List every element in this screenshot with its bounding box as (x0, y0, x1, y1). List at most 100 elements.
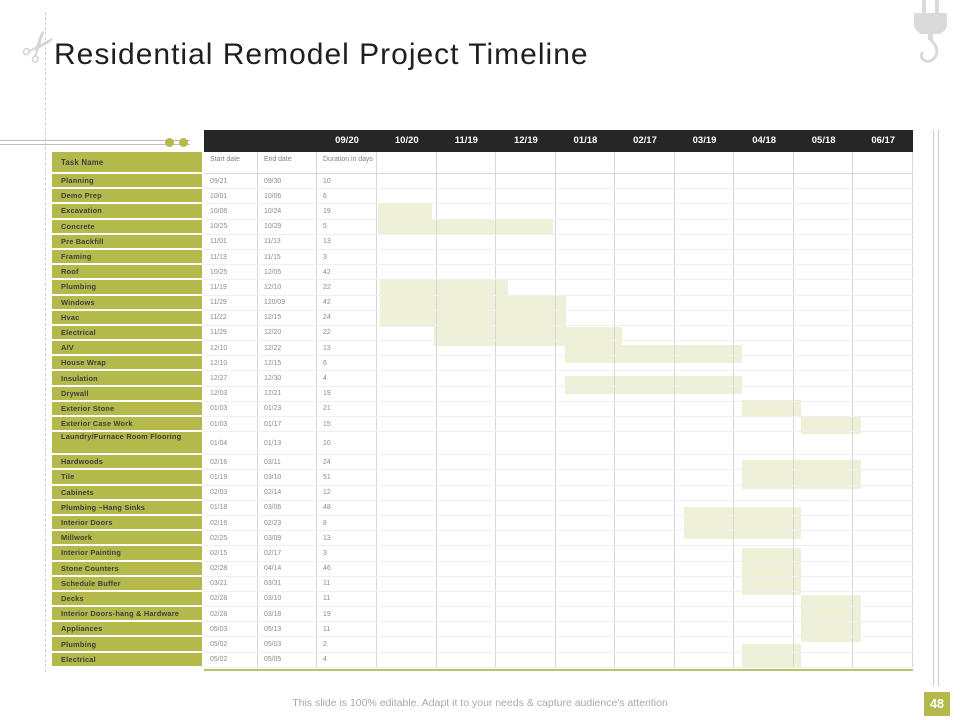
start-date-cell: 12/10 (204, 341, 258, 356)
duration-cell: 6 (317, 356, 377, 371)
gantt-row: 05/02 05/03 2 (204, 637, 913, 653)
duration-cell: 21 (317, 401, 377, 416)
chart-cell (675, 341, 735, 356)
chart-cell (377, 607, 437, 622)
duration-cell: 22 (317, 325, 377, 341)
chart-cell (437, 470, 497, 485)
chart-cell (437, 280, 497, 295)
decorative-dot (179, 138, 188, 147)
chart-cell (615, 652, 675, 667)
chart-cell (615, 401, 675, 416)
chart-cell (734, 341, 794, 356)
chart-cell (615, 219, 675, 234)
month-column-label: 05/18 (811, 135, 836, 146)
chart-cell (437, 219, 497, 234)
chart-cell (615, 341, 675, 356)
month-column-label: 09/20 (335, 135, 359, 146)
chart-cell (853, 295, 913, 310)
start-date-cell: 11/13 (204, 249, 258, 265)
end-date-cell: 05/05 (258, 652, 317, 667)
chart-cell (615, 371, 675, 386)
chart-cell (794, 607, 854, 622)
chart-cell (556, 591, 616, 607)
start-date-cell: 11/29 (204, 325, 258, 341)
duration-cell: 19 (317, 607, 377, 622)
chart-subheader-cell (734, 152, 794, 173)
chart-cell (853, 234, 913, 249)
end-date-cell: 02/14 (258, 485, 317, 500)
end-date-cell: 03/10 (258, 470, 317, 485)
chart-cell (853, 219, 913, 234)
chart-cell (556, 356, 616, 371)
chart-cell (556, 561, 616, 576)
end-date-cell: 10/29 (258, 219, 317, 234)
chart-subheader-cell (496, 152, 556, 173)
duration-header: Duration in days (317, 152, 377, 173)
chart-cell (734, 295, 794, 310)
gantt-bar (742, 459, 862, 489)
chart-cell (794, 249, 854, 265)
end-date-cell: 02/17 (258, 546, 317, 561)
chart-cell (377, 371, 437, 386)
chart-cell (794, 310, 854, 325)
end-date-cell: 12/15 (258, 356, 317, 371)
end-date-cell: 12/20 (258, 325, 317, 341)
task-name-cell: Millwork (52, 531, 202, 545)
chart-cell (377, 219, 437, 234)
decorative-rule (0, 140, 190, 145)
chart-cell (437, 401, 497, 416)
start-date-cell: 01/04 (204, 432, 258, 455)
gantt-bar (801, 417, 862, 434)
chart-cell (794, 204, 854, 219)
chart-cell (734, 432, 794, 455)
gantt-grid: 09/21 09/30 10 10/01 10/06 6 10/06 10/24 19 10/25… (204, 174, 913, 671)
task-name-cell: Framing (52, 249, 202, 264)
chart-cell (794, 470, 854, 485)
chart-cell (496, 295, 556, 310)
chart-cell (675, 591, 735, 607)
chart-cell (853, 591, 913, 607)
start-date-cell: 05/02 (204, 637, 258, 652)
chart-cell (734, 652, 794, 667)
month-column-label: 02/17 (633, 135, 657, 146)
chart-cell (437, 325, 497, 341)
chart-cell (794, 576, 854, 591)
chart-cell (794, 341, 854, 356)
chart-cell (496, 622, 556, 637)
chart-subheader-cell (615, 152, 675, 173)
chart-cell (437, 576, 497, 591)
chart-cell (615, 249, 675, 265)
chart-cell (675, 265, 735, 280)
task-name-cell: Plumbing (52, 280, 202, 294)
gantt-row: 10/01 10/06 6 (204, 189, 913, 205)
task-name-cell: A/V (52, 341, 202, 355)
chart-cell (556, 652, 616, 667)
chart-cell (377, 295, 437, 310)
dashed-guide-line (45, 12, 46, 672)
chart-cell (853, 546, 913, 561)
duration-cell: 42 (317, 295, 377, 310)
duration-cell: 11 (317, 622, 377, 637)
end-date-cell: 03/09 (258, 531, 317, 546)
start-date-cell: 01/18 (204, 500, 258, 515)
chart-cell (377, 576, 437, 591)
duration-cell: 19 (317, 386, 377, 401)
chart-cell (615, 432, 675, 455)
gantt-row: 01/03 01/23 21 (204, 401, 913, 417)
chart-cell (556, 249, 616, 265)
chart-cell (556, 234, 616, 249)
chart-cell (734, 622, 794, 637)
chart-cell (853, 561, 913, 576)
month-column-label: 04/18 (752, 135, 776, 146)
chart-cell (853, 531, 913, 546)
chart-cell (377, 204, 437, 219)
chart-cell (615, 515, 675, 531)
month-column-label: 03/19 (692, 135, 717, 146)
duration-cell: 4 (317, 371, 377, 386)
chart-cell (496, 546, 556, 561)
chart-cell (734, 189, 794, 204)
chart-cell (377, 386, 437, 401)
duration-cell: 13 (317, 234, 377, 249)
end-date-cell: 03/06 (258, 500, 317, 515)
